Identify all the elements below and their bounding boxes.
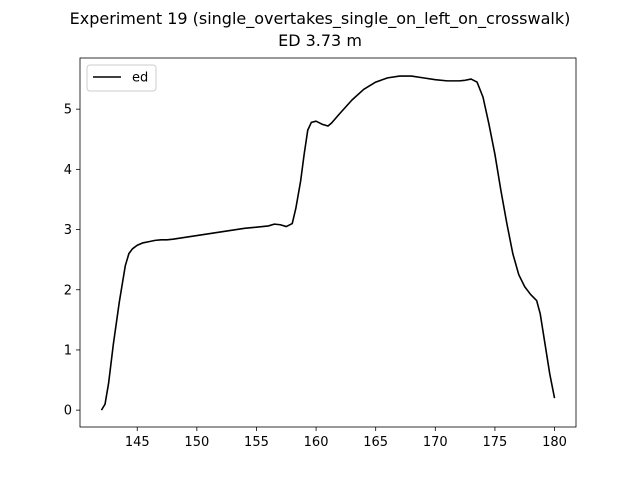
plot-area: 145 150 155 160 165 170 175 180 0 1 2 3 4 5 ed — [64, 57, 577, 450]
x-tick-label: 180 — [542, 435, 567, 450]
chart-title: Experiment 19 (single_overtakes_single_o… — [70, 9, 571, 29]
x-tick-label: 175 — [483, 435, 508, 450]
y-tick-label: 4 — [64, 163, 72, 178]
legend-label-ed: ed — [132, 71, 148, 86]
series-line-ed — [100, 75, 556, 411]
y-tick-label: 3 — [64, 223, 72, 238]
x-tick-label: 155 — [244, 435, 269, 450]
legend-box — [86, 64, 157, 92]
y-tick-label: 2 — [64, 283, 72, 298]
x-tick-label: 145 — [125, 435, 150, 450]
y-tick-label: 5 — [64, 103, 72, 118]
chart-subtitle: ED 3.73 m — [278, 31, 362, 50]
x-tick-label: 170 — [423, 435, 448, 450]
y-tick-label: 1 — [64, 343, 72, 358]
x-tick-label: 150 — [184, 435, 209, 450]
y-tick-label: 0 — [64, 404, 72, 419]
x-tick-label: 165 — [363, 435, 388, 450]
plot-frame — [79, 57, 577, 428]
x-tick-label: 160 — [304, 435, 329, 450]
